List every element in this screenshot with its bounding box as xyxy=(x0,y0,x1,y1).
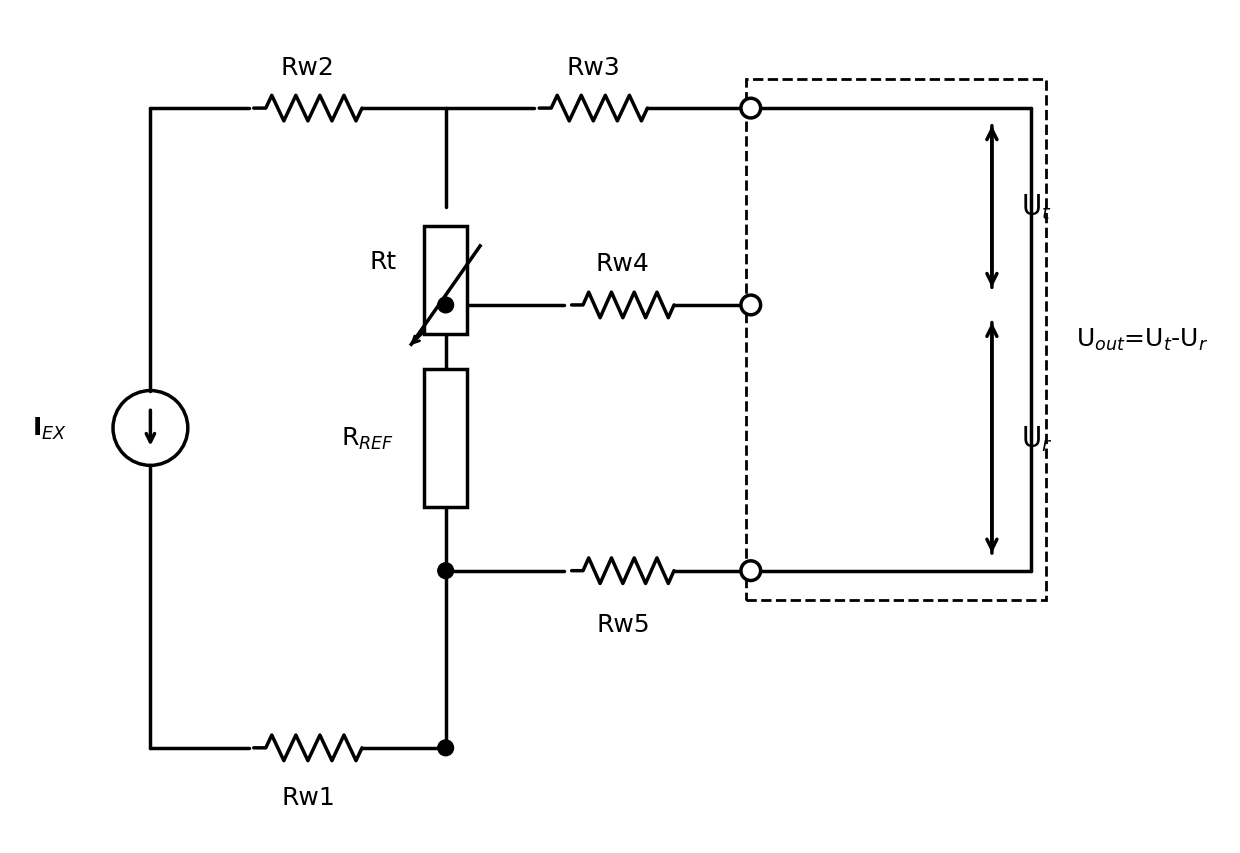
Circle shape xyxy=(742,99,760,119)
Bar xyxy=(424,369,467,508)
Text: U$_{out}$=U$_t$-U$_r$: U$_{out}$=U$_t$-U$_r$ xyxy=(1075,327,1208,353)
Text: I$_{EX}$: I$_{EX}$ xyxy=(32,415,67,442)
Text: U$_r$: U$_r$ xyxy=(1022,423,1053,453)
Text: R$_{REF}$: R$_{REF}$ xyxy=(341,425,394,451)
Text: Rt: Rt xyxy=(370,249,397,273)
Text: U$_t$: U$_t$ xyxy=(1022,193,1053,222)
Circle shape xyxy=(438,740,454,756)
Text: Rw3: Rw3 xyxy=(567,55,620,79)
Circle shape xyxy=(438,298,454,313)
Text: Rw1: Rw1 xyxy=(281,786,335,809)
Text: Rw2: Rw2 xyxy=(281,55,335,79)
Circle shape xyxy=(438,563,454,579)
Circle shape xyxy=(742,296,760,316)
Bar xyxy=(745,79,1047,601)
Bar xyxy=(424,227,467,335)
Text: Rw4: Rw4 xyxy=(596,252,650,276)
Circle shape xyxy=(742,561,760,581)
Text: Rw5: Rw5 xyxy=(596,612,650,636)
